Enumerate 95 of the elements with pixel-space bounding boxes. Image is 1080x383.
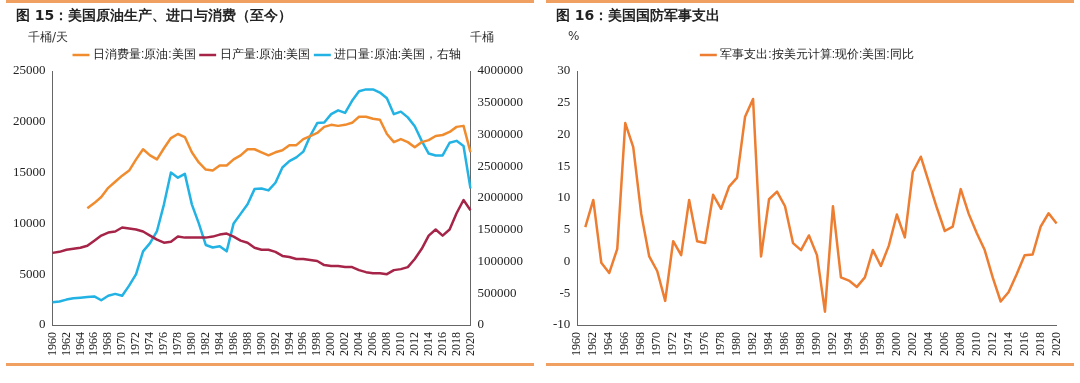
y-axis-title: % <box>568 29 580 43</box>
x-tick-label: 1992 <box>267 332 282 356</box>
x-tick-label: 1962 <box>585 332 600 356</box>
x-tick-label: 2002 <box>337 332 352 356</box>
x-tick-label: 2000 <box>323 332 338 356</box>
x-tick-label: 1982 <box>745 332 760 356</box>
x-tick-label: 2012 <box>984 332 999 356</box>
x-tick-label: 1976 <box>697 332 712 356</box>
x-tick-label: 1972 <box>665 332 680 356</box>
x-tick-label: 2014 <box>1000 332 1015 356</box>
x-tick-label: 1960 <box>569 332 584 356</box>
y2-tick-label: 1000000 <box>477 252 523 268</box>
x-tick-label: 1986 <box>225 332 240 356</box>
y2-tick-label: 3000000 <box>477 125 523 141</box>
x-tick-label: 1970 <box>649 332 664 356</box>
y2-tick-label: 2500000 <box>477 157 523 173</box>
x-tick-label: 2016 <box>434 332 449 356</box>
x-tick-label: 1974 <box>142 332 157 356</box>
x-tick-label: 1994 <box>281 332 296 356</box>
y2-tick-label: 1500000 <box>477 221 523 237</box>
y-tick-label: 10 <box>557 189 571 205</box>
x-tick-label: 2004 <box>920 332 935 356</box>
x-tick-label: 2014 <box>420 332 435 356</box>
y2-tick-label: 3500000 <box>477 94 523 110</box>
x-tick-label: 1966 <box>617 332 632 356</box>
y-tick-label: 15000 <box>13 164 46 180</box>
x-tick-label: 1980 <box>183 332 198 356</box>
y2-tick-label: 0 <box>477 316 484 332</box>
x-tick-label: 2000 <box>889 332 903 356</box>
y-tick-label: -5 <box>559 284 571 300</box>
x-tick-label: 1978 <box>713 332 728 356</box>
x-tick-label: 2018 <box>1032 332 1047 356</box>
x-tick-label: 2016 <box>1016 332 1031 356</box>
x-tick-label: 2008 <box>379 332 394 356</box>
x-tick-label: 1964 <box>72 332 87 356</box>
y-tick-label: 10000 <box>13 214 46 230</box>
x-tick-label: 1990 <box>809 332 824 356</box>
x-tick-label: 1986 <box>777 332 792 356</box>
y2-tick-label: 4000000 <box>477 62 523 78</box>
x-tick-label: 2020 <box>462 332 477 356</box>
x-tick-label: 2006 <box>365 332 380 356</box>
y-tick-label: 0 <box>39 316 46 332</box>
x-tick-label: 1960 <box>44 332 59 356</box>
x-tick-label: 1984 <box>211 332 226 356</box>
x-tick-label: 2006 <box>936 332 951 356</box>
x-tick-label: 1996 <box>857 332 872 356</box>
x-tick-label: 1976 <box>156 332 171 356</box>
x-tick-label: 2002 <box>904 332 919 356</box>
y-tick-label: 30 <box>557 62 571 78</box>
x-tick-label: 1978 <box>170 332 185 356</box>
legend-label: 日产量:原油:美国 <box>219 47 311 62</box>
y-tick-label: 5 <box>563 221 571 237</box>
y-tick-label: 20000 <box>13 113 46 129</box>
legend-label: 日消费量:原油:美国 <box>93 47 196 62</box>
y2-axis-title: 千桶 <box>470 29 494 46</box>
x-tick-label: 1966 <box>86 332 101 356</box>
y-tick-label: 20 <box>557 125 571 141</box>
x-tick-label: 1998 <box>309 332 324 356</box>
x-tick-label: 2020 <box>1048 332 1063 356</box>
x-tick-label: 1992 <box>825 332 840 356</box>
x-tick-label: 1980 <box>729 332 744 356</box>
x-tick-label: 1968 <box>633 332 648 356</box>
y2-tick-label: 500000 <box>477 284 517 300</box>
x-tick-label: 1962 <box>58 332 73 356</box>
y-tick-label: 25 <box>557 94 571 110</box>
x-tick-label: 2018 <box>448 332 463 356</box>
x-tick-label: 2008 <box>952 332 967 356</box>
x-tick-label: 1990 <box>253 332 268 356</box>
x-tick-label: 1988 <box>793 332 808 356</box>
chart-title: 图 15：美国原油生产、进口与消费（至今） <box>15 6 294 25</box>
x-tick-label: 1974 <box>681 332 696 356</box>
x-tick-label: 1998 <box>873 332 888 356</box>
y-tick-label: 0 <box>563 252 571 268</box>
x-tick-label: 1970 <box>114 332 129 356</box>
x-tick-label: 1994 <box>841 332 856 356</box>
x-tick-label: 2004 <box>351 332 366 356</box>
x-tick-label: 1984 <box>761 332 776 356</box>
y-axis-title: 千桶/天 <box>28 29 69 46</box>
y2-tick-label: 2000000 <box>477 189 523 205</box>
x-tick-label: 1988 <box>239 332 254 356</box>
x-tick-label: 1972 <box>128 332 143 356</box>
x-tick-label: 1968 <box>100 332 115 356</box>
x-tick-label: 1996 <box>295 332 310 356</box>
x-tick-label: 2010 <box>968 332 983 356</box>
y-tick-label: 15 <box>557 157 571 173</box>
legend-label: 进口量:原油:美国，右轴 <box>334 47 462 62</box>
x-tick-label: 2012 <box>406 332 421 356</box>
x-tick-label: 2010 <box>392 332 407 356</box>
y-tick-label: 5000 <box>19 265 46 281</box>
y-tick-label: -10 <box>552 316 571 332</box>
legend-label: 军事支出:按美元计算:现价:美国:同比 <box>720 47 914 62</box>
x-tick-label: 1964 <box>601 332 616 356</box>
chart-title: 图 16：美国国防军事支出 <box>555 6 722 25</box>
x-tick-label: 1982 <box>197 332 212 356</box>
y-tick-label: 25000 <box>13 62 46 78</box>
